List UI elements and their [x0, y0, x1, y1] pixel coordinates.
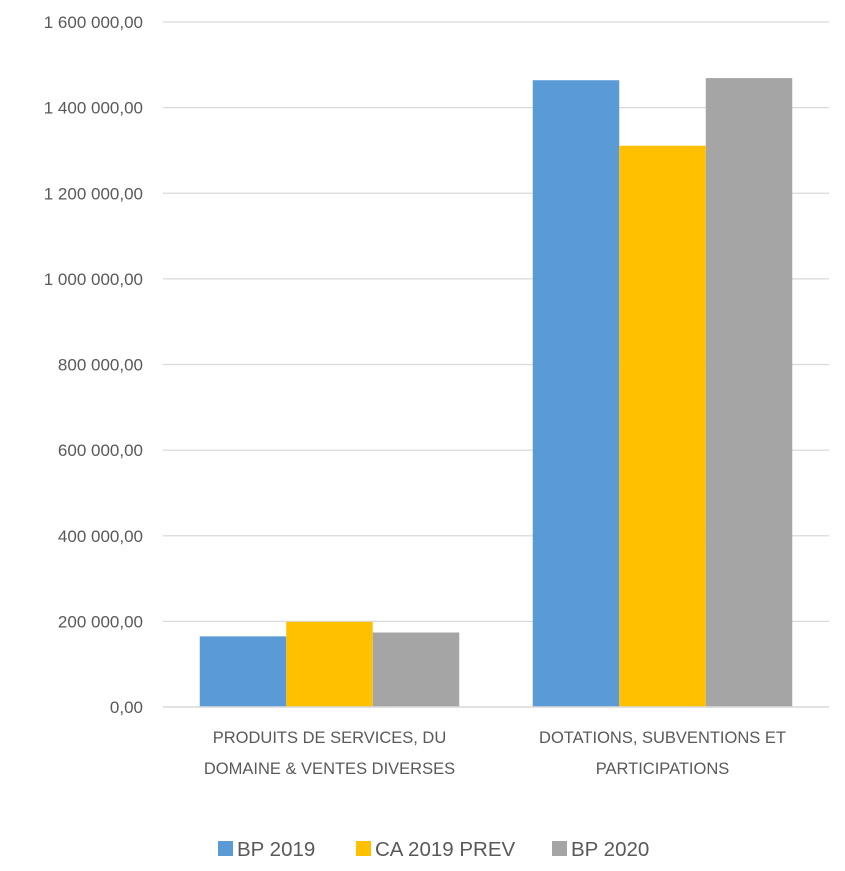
- gridlines: [163, 21, 829, 623]
- x-tick-label: DOTATIONS, SUBVENTIONS ET: [539, 729, 786, 747]
- x-tick-label: DOMAINE & VENTES DIVERSES: [204, 760, 455, 778]
- y-tick-label: 1 000 000,00: [44, 270, 143, 289]
- y-tick-label: 400 000,00: [58, 527, 143, 546]
- bar: [532, 80, 620, 708]
- x-tick-label: PRODUITS DE SERVICES, DU: [213, 729, 447, 747]
- x-tick-label: PARTICIPATIONS: [596, 760, 730, 778]
- y-tick-label: 1 600 000,00: [44, 13, 143, 32]
- bar: [286, 621, 373, 707]
- y-tick-label: 1 200 000,00: [44, 184, 143, 203]
- legend-swatch: [552, 841, 567, 856]
- legend-label: CA 2019 PREV: [375, 838, 515, 861]
- legend-swatch: [356, 841, 371, 856]
- y-tick-label: 200 000,00: [58, 612, 143, 631]
- bar: [372, 632, 460, 707]
- y-axis-labels: 0,00 200 000,00 400 000,00 600 000,00 800 00…: [44, 13, 143, 717]
- legend: BP 2019 CA 2019 PREV BP 2020: [218, 838, 649, 861]
- bar: [705, 78, 793, 708]
- y-tick-label: 600 000,00: [58, 441, 143, 460]
- bar: [619, 145, 706, 707]
- bars: [199, 78, 793, 708]
- legend-swatch: [218, 841, 233, 856]
- legend-label: BP 2020: [571, 838, 649, 861]
- bar: [199, 636, 287, 707]
- y-tick-label: 0,00: [110, 698, 143, 717]
- x-axis-labels: PRODUITS DE SERVICES, DU DOMAINE & VENTES…: [204, 729, 786, 778]
- legend-label: BP 2019: [237, 838, 315, 861]
- y-tick-label: 800 000,00: [58, 356, 143, 375]
- y-tick-label: 1 400 000,00: [44, 99, 143, 118]
